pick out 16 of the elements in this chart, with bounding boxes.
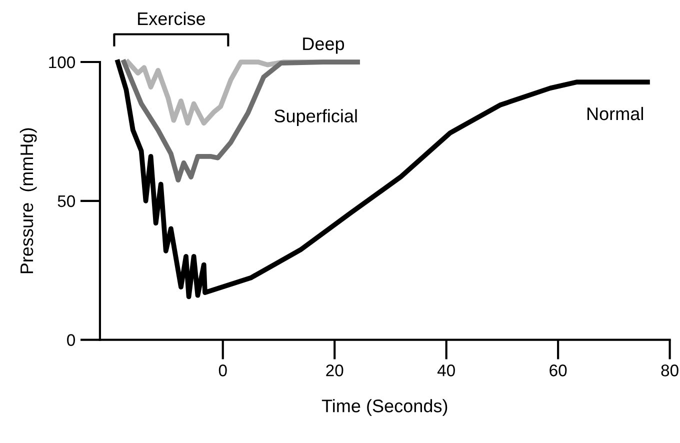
series-label: Deep (303, 38, 344, 54)
y-tick-label: 0 (67, 334, 76, 346)
series-label: Normal (587, 106, 643, 120)
x-axis-title: Time (Seconds) (322, 399, 448, 416)
x-tick-label: 60 (550, 364, 567, 376)
line-series (122, 60, 360, 182)
x-tick-label: 80 (661, 364, 678, 376)
y-tick-label: 100 (49, 56, 76, 68)
y-axis-title: Pressure (mmHg) (20, 128, 37, 274)
text: Exercise (138, 12, 206, 26)
x-tick-label: 0 (218, 364, 227, 376)
x-tick-label: 40 (437, 364, 455, 376)
x-tick-label: 20 (326, 364, 344, 376)
y-tick-label: 50 (58, 195, 76, 208)
series-label: Superficial (274, 109, 357, 126)
line-series (115, 60, 650, 300)
